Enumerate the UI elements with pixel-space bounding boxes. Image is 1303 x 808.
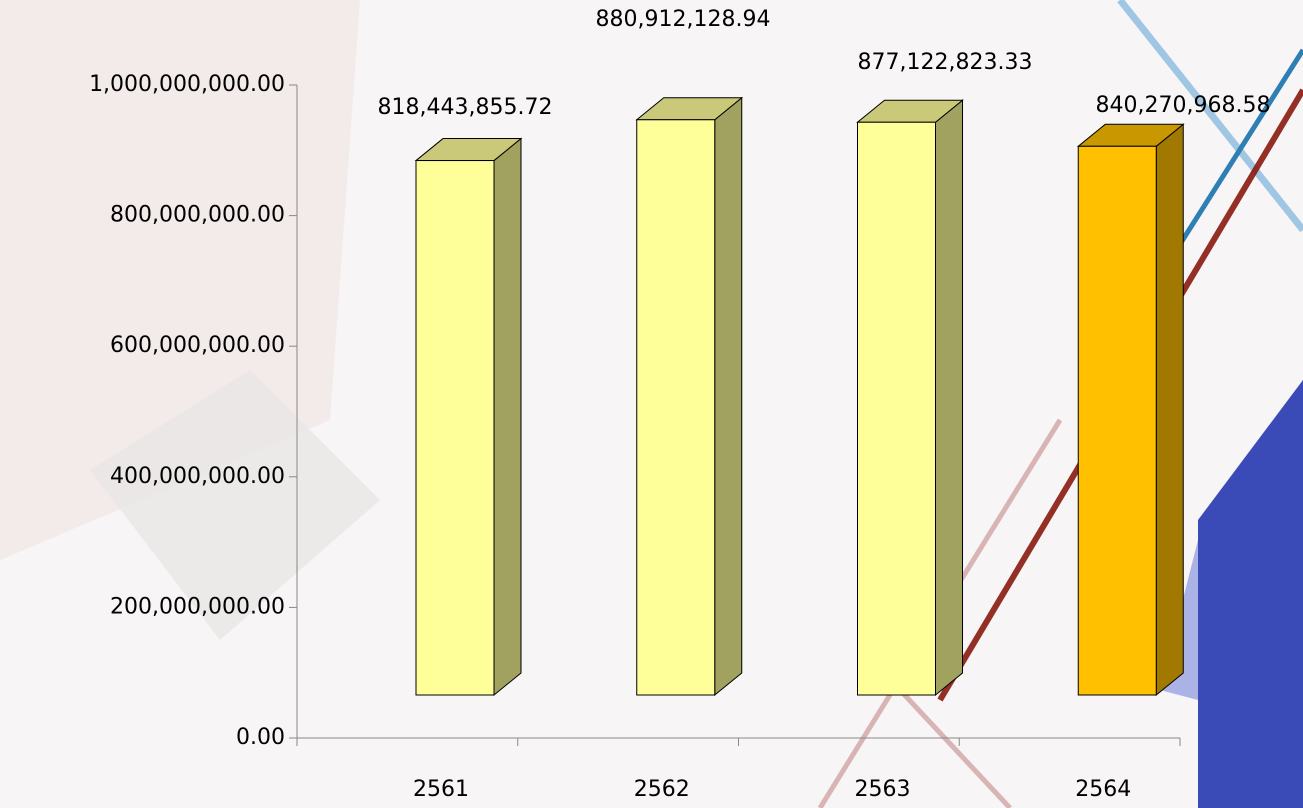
- value-label: 880,912,128.94: [596, 7, 771, 32]
- bar-side: [493, 137, 522, 697]
- y-tick-label: 1,000,000,000.00: [89, 72, 285, 97]
- x-tick-label: 2561: [413, 777, 469, 802]
- value-label: 840,270,968.58: [1096, 93, 1271, 118]
- bar: [857, 121, 936, 696]
- bar: [636, 119, 716, 696]
- x-tick-label: 2563: [855, 777, 911, 802]
- bar: [1077, 145, 1157, 696]
- value-label: 818,443,855.72: [378, 95, 553, 120]
- bar-side: [714, 96, 743, 697]
- x-tick-label: 2564: [1075, 777, 1131, 802]
- bar-side: [935, 99, 963, 697]
- y-tick-label: 0.00: [236, 725, 285, 750]
- bar: [415, 160, 495, 696]
- y-tick-label: 800,000,000.00: [110, 203, 285, 228]
- y-tick-label: 200,000,000.00: [110, 594, 285, 619]
- bar-side: [1155, 123, 1184, 697]
- value-label: 877,122,823.33: [858, 50, 1033, 75]
- y-tick-label: 600,000,000.00: [110, 333, 285, 358]
- x-tick-label: 2562: [634, 777, 690, 802]
- y-tick-label: 400,000,000.00: [110, 464, 285, 489]
